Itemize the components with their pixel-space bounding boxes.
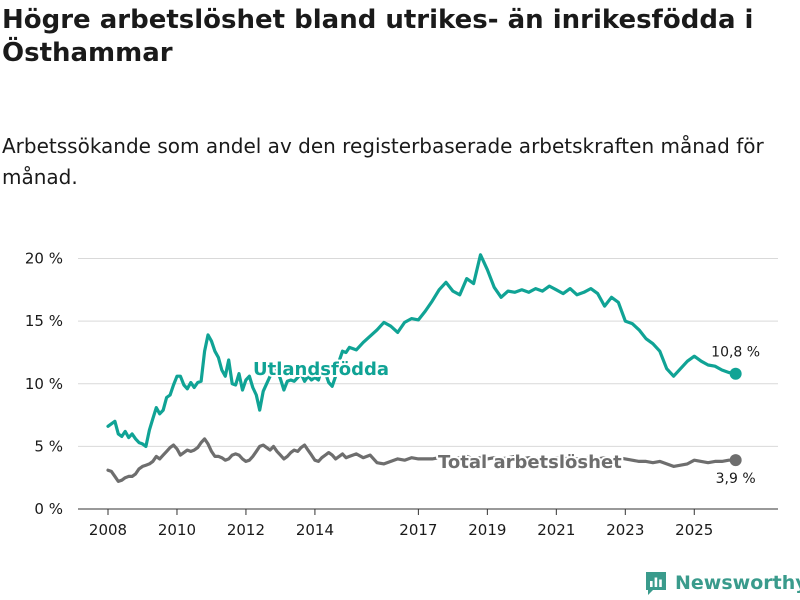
newsworthy-logo-icon bbox=[646, 572, 666, 595]
x-tick-label: 2023 bbox=[606, 521, 644, 539]
end-value-label-utlandsfodda: 10,8 % bbox=[711, 345, 760, 361]
y-axis-ticks: 0 % 5 % 10 % 15 % 20 % bbox=[25, 250, 63, 518]
brand-name: Newsworthy bbox=[675, 572, 800, 594]
y-tick-label: 5 % bbox=[34, 437, 63, 455]
x-tick-label: 2025 bbox=[675, 521, 713, 539]
x-tick-label: 2019 bbox=[468, 521, 506, 539]
newsworthy-brand[interactable]: Newsworthy bbox=[644, 569, 800, 597]
x-axis-ticks: 2008 2010 2012 2014 2017 2019 2021 2023 2025 bbox=[89, 509, 713, 539]
x-tick-label: 2012 bbox=[227, 521, 265, 539]
endpoint-marker-total bbox=[729, 454, 742, 467]
series-label-total: Total arbetslöshet bbox=[438, 452, 622, 473]
endpoint-marker-utlandsfodda bbox=[729, 367, 742, 380]
series-lines bbox=[106, 253, 738, 483]
y-tick-label: 20 % bbox=[25, 250, 63, 268]
x-tick-label: 2021 bbox=[537, 521, 575, 539]
series-labels: 10,8 % 3,9 % Utlandsfödda Total arbetslöshe… bbox=[251, 345, 760, 487]
x-tick-label: 2014 bbox=[296, 521, 334, 539]
y-tick-label: 10 % bbox=[25, 375, 63, 393]
page-title: Högre arbetslöshet bland utrikes- än inr… bbox=[2, 5, 754, 68]
x-tick-label: 2008 bbox=[89, 521, 127, 539]
y-tick-label: 15 % bbox=[25, 312, 63, 330]
series-line-total bbox=[106, 437, 738, 483]
series-label-utlandsfodda: Utlandsfödda bbox=[253, 359, 389, 380]
grid-lines bbox=[78, 258, 778, 510]
page-subtitle: Arbetssökande som andel av den registerb… bbox=[2, 134, 764, 189]
y-tick-label: 0 % bbox=[34, 500, 63, 518]
x-tick-label: 2017 bbox=[399, 521, 437, 539]
x-tick-label: 2010 bbox=[158, 521, 196, 539]
series-line-utlandsfodda bbox=[106, 253, 738, 448]
end-value-label-total: 3,9 % bbox=[716, 471, 756, 487]
